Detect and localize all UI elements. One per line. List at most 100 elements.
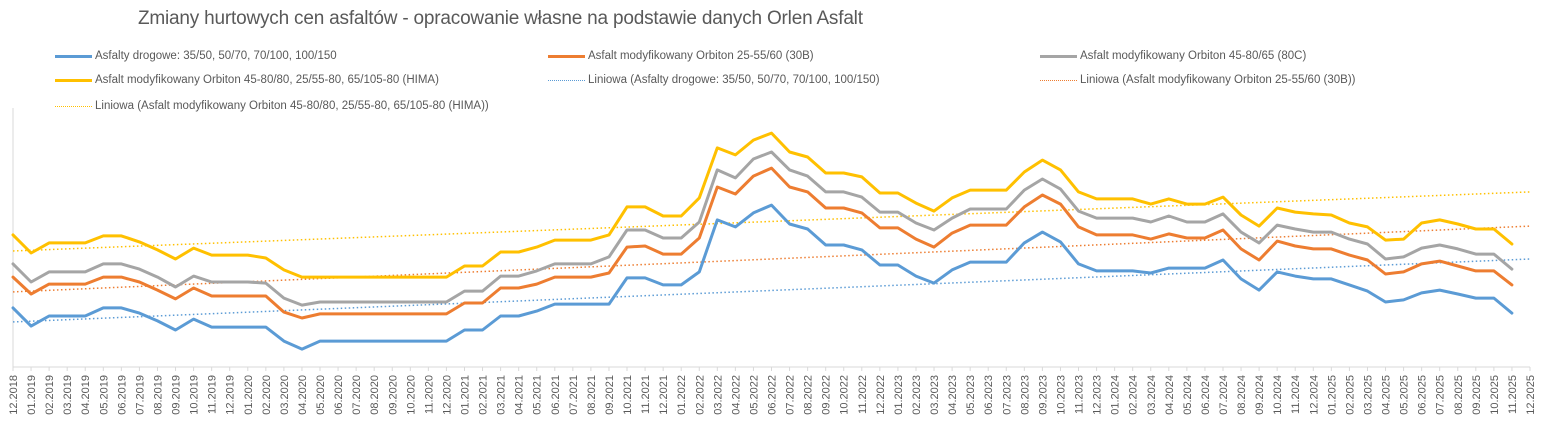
legend-item-trend-orbiton-hima[interactable]: Liniowa (Asfalt modyfikowany Orbiton 45-… bbox=[55, 98, 489, 114]
x-tick-label: 09.2024 bbox=[1254, 375, 1266, 415]
x-tick-label: 06.2024 bbox=[1200, 375, 1212, 415]
x-tick-label: 11.2019 bbox=[207, 375, 219, 414]
legend-swatch-orange bbox=[548, 54, 585, 58]
x-tick-label: 02.2021 bbox=[478, 375, 490, 415]
x-tick-label: 06.2020 bbox=[333, 375, 345, 415]
trendline bbox=[12, 225, 1531, 293]
x-tick-label: 04.2024 bbox=[1164, 375, 1176, 415]
x-tick-label: 07.2022 bbox=[785, 375, 797, 415]
legend-swatch-blue-dotted bbox=[548, 79, 585, 81]
x-tick-label: 05.2020 bbox=[315, 375, 327, 415]
x-tick-label: 03.2022 bbox=[712, 375, 724, 415]
legend-label: Asfalt modyfikowany Orbiton 45-80/80, 25… bbox=[95, 74, 439, 86]
x-tick-label: 08.2022 bbox=[803, 375, 815, 415]
x-tick-label: 07.2025 bbox=[1435, 375, 1447, 415]
x-tick-label: 01.2020 bbox=[243, 375, 255, 415]
x-tick-label: 10.2023 bbox=[1055, 375, 1067, 415]
x-tick-label: 02.2024 bbox=[1128, 375, 1140, 415]
x-tick-label: 11.2022 bbox=[857, 375, 869, 414]
x-tick-label: 10.2020 bbox=[405, 375, 417, 415]
legend-swatch-gray bbox=[1040, 54, 1077, 58]
legend-label: Asfalt modyfikowany Orbiton 25-55/60 (30… bbox=[588, 50, 814, 62]
x-tick-label: 03.2025 bbox=[1362, 375, 1374, 415]
x-tick-label: 06.2019 bbox=[116, 375, 128, 415]
x-tick-label: 02.2019 bbox=[44, 375, 56, 415]
x-tick-label: 08.2023 bbox=[1019, 375, 1031, 415]
x-tick-label: 09.2019 bbox=[171, 375, 183, 415]
legend-swatch-orange-dotted bbox=[1040, 79, 1077, 81]
legend-label: Liniowa (Asfalt modyfikowany Orbiton 25-… bbox=[1080, 74, 1356, 86]
trendline bbox=[12, 191, 1531, 252]
x-tick-label: 02.2020 bbox=[261, 375, 273, 415]
x-tick-label: 04.2025 bbox=[1381, 375, 1393, 415]
x-tick-label: 08.2020 bbox=[369, 375, 381, 415]
x-tick-label: 02.2025 bbox=[1344, 375, 1356, 415]
legend-item-trend-orbiton-30b[interactable]: Liniowa (Asfalt modyfikowany Orbiton 25-… bbox=[1040, 72, 1356, 88]
series-line bbox=[11, 150, 1514, 307]
legend-label: Asfalt modyfikowany Orbiton 45-80/65 (80… bbox=[1080, 50, 1307, 62]
axes bbox=[12, 108, 1531, 371]
x-tick-label: 05.2023 bbox=[965, 375, 977, 415]
x-tick-label: 12.2019 bbox=[225, 375, 237, 415]
x-tick-label: 10.2021 bbox=[622, 375, 634, 415]
series-lines bbox=[11, 131, 1514, 351]
x-tick-label: 09.2025 bbox=[1471, 375, 1483, 415]
x-tick-label: 11.2024 bbox=[1290, 375, 1302, 414]
x-tick-label: 11.2020 bbox=[423, 375, 435, 414]
x-tick-label: 06.2023 bbox=[983, 375, 995, 415]
x-tick-label: 11.2023 bbox=[1074, 375, 1086, 414]
x-tick-label: 03.2020 bbox=[279, 375, 291, 415]
x-tick-label: 01.2023 bbox=[893, 375, 905, 415]
x-tick-label: 12.2025 bbox=[1525, 375, 1537, 415]
trendline bbox=[12, 258, 1531, 323]
x-tick-label: 03.2023 bbox=[929, 375, 941, 415]
x-tick-label: 09.2020 bbox=[387, 375, 399, 415]
legend-item-orbiton-80c[interactable]: Asfalt modyfikowany Orbiton 45-80/65 (80… bbox=[1040, 48, 1306, 64]
x-tick-label: 03.2021 bbox=[496, 375, 508, 415]
x-tick-label: 03.2019 bbox=[62, 375, 74, 415]
x-tick-label: 01.2024 bbox=[1110, 375, 1122, 415]
x-tick-label: 05.2025 bbox=[1399, 375, 1411, 415]
x-tick-label: 12.2018 bbox=[8, 375, 20, 415]
x-tick-label: 10.2019 bbox=[189, 375, 201, 415]
x-tick-label: 09.2022 bbox=[821, 375, 833, 415]
x-tick-label: 07.2023 bbox=[1001, 375, 1013, 415]
x-tick-label: 12.2022 bbox=[875, 375, 887, 415]
legend-item-asfalty-drogowe[interactable]: Asfalty drogowe: 35/50, 50/70, 70/100, 1… bbox=[55, 48, 337, 64]
x-tick-label: 07.2020 bbox=[351, 375, 363, 415]
x-tick-label: 07.2021 bbox=[568, 375, 580, 415]
x-tick-label: 06.2022 bbox=[767, 375, 779, 415]
legend-item-trend-asfalty-drogowe[interactable]: Liniowa (Asfalty drogowe: 35/50, 50/70, … bbox=[548, 72, 880, 88]
x-tick-label: 10.2025 bbox=[1489, 375, 1501, 415]
x-tick-label: 12.2024 bbox=[1308, 375, 1320, 415]
x-tick-label: 12.2023 bbox=[1092, 375, 1104, 415]
x-tick-label: 04.2019 bbox=[80, 375, 92, 415]
series-line bbox=[11, 131, 1514, 279]
x-tick-label: 04.2022 bbox=[730, 375, 742, 415]
x-tick-label: 05.2022 bbox=[748, 375, 760, 415]
trendlines bbox=[12, 191, 1531, 323]
x-tick-label: 09.2021 bbox=[604, 375, 616, 415]
x-tick-label: 04.2021 bbox=[514, 375, 526, 415]
x-tick-labels: 12.2018 01.2019 02.2019 03.2019 04.2019 05.20… bbox=[8, 375, 1537, 415]
x-tick-label: 08.2024 bbox=[1236, 375, 1248, 415]
legend-item-orbiton-30b[interactable]: Asfalt modyfikowany Orbiton 25-55/60 (30… bbox=[548, 48, 814, 64]
legend-label: Asfalty drogowe: 35/50, 50/70, 70/100, 1… bbox=[95, 50, 337, 62]
x-tick-label: 01.2021 bbox=[459, 375, 471, 415]
x-tick-label: 01.2025 bbox=[1326, 375, 1338, 415]
x-tick-label: 10.2024 bbox=[1272, 375, 1284, 415]
x-tick-label: 12.2021 bbox=[658, 375, 670, 415]
x-tick-label: 05.2024 bbox=[1182, 375, 1194, 415]
x-tick-label: 04.2023 bbox=[947, 375, 959, 415]
series-line bbox=[11, 166, 1514, 320]
x-tick-label: 11.2021 bbox=[640, 375, 652, 414]
x-tick-label: 08.2019 bbox=[152, 375, 164, 415]
x-tick-label: 05.2021 bbox=[532, 375, 544, 415]
x-tick-label: 07.2024 bbox=[1218, 375, 1230, 415]
x-tick-label: 08.2021 bbox=[586, 375, 598, 415]
legend-swatch-yellow bbox=[55, 78, 92, 82]
x-tick-label: 02.2022 bbox=[694, 375, 706, 415]
legend-item-orbiton-hima[interactable]: Asfalt modyfikowany Orbiton 45-80/80, 25… bbox=[55, 72, 439, 88]
chart-title: Zmiany hurtowych cen asfaltów - opracowa… bbox=[138, 8, 863, 29]
